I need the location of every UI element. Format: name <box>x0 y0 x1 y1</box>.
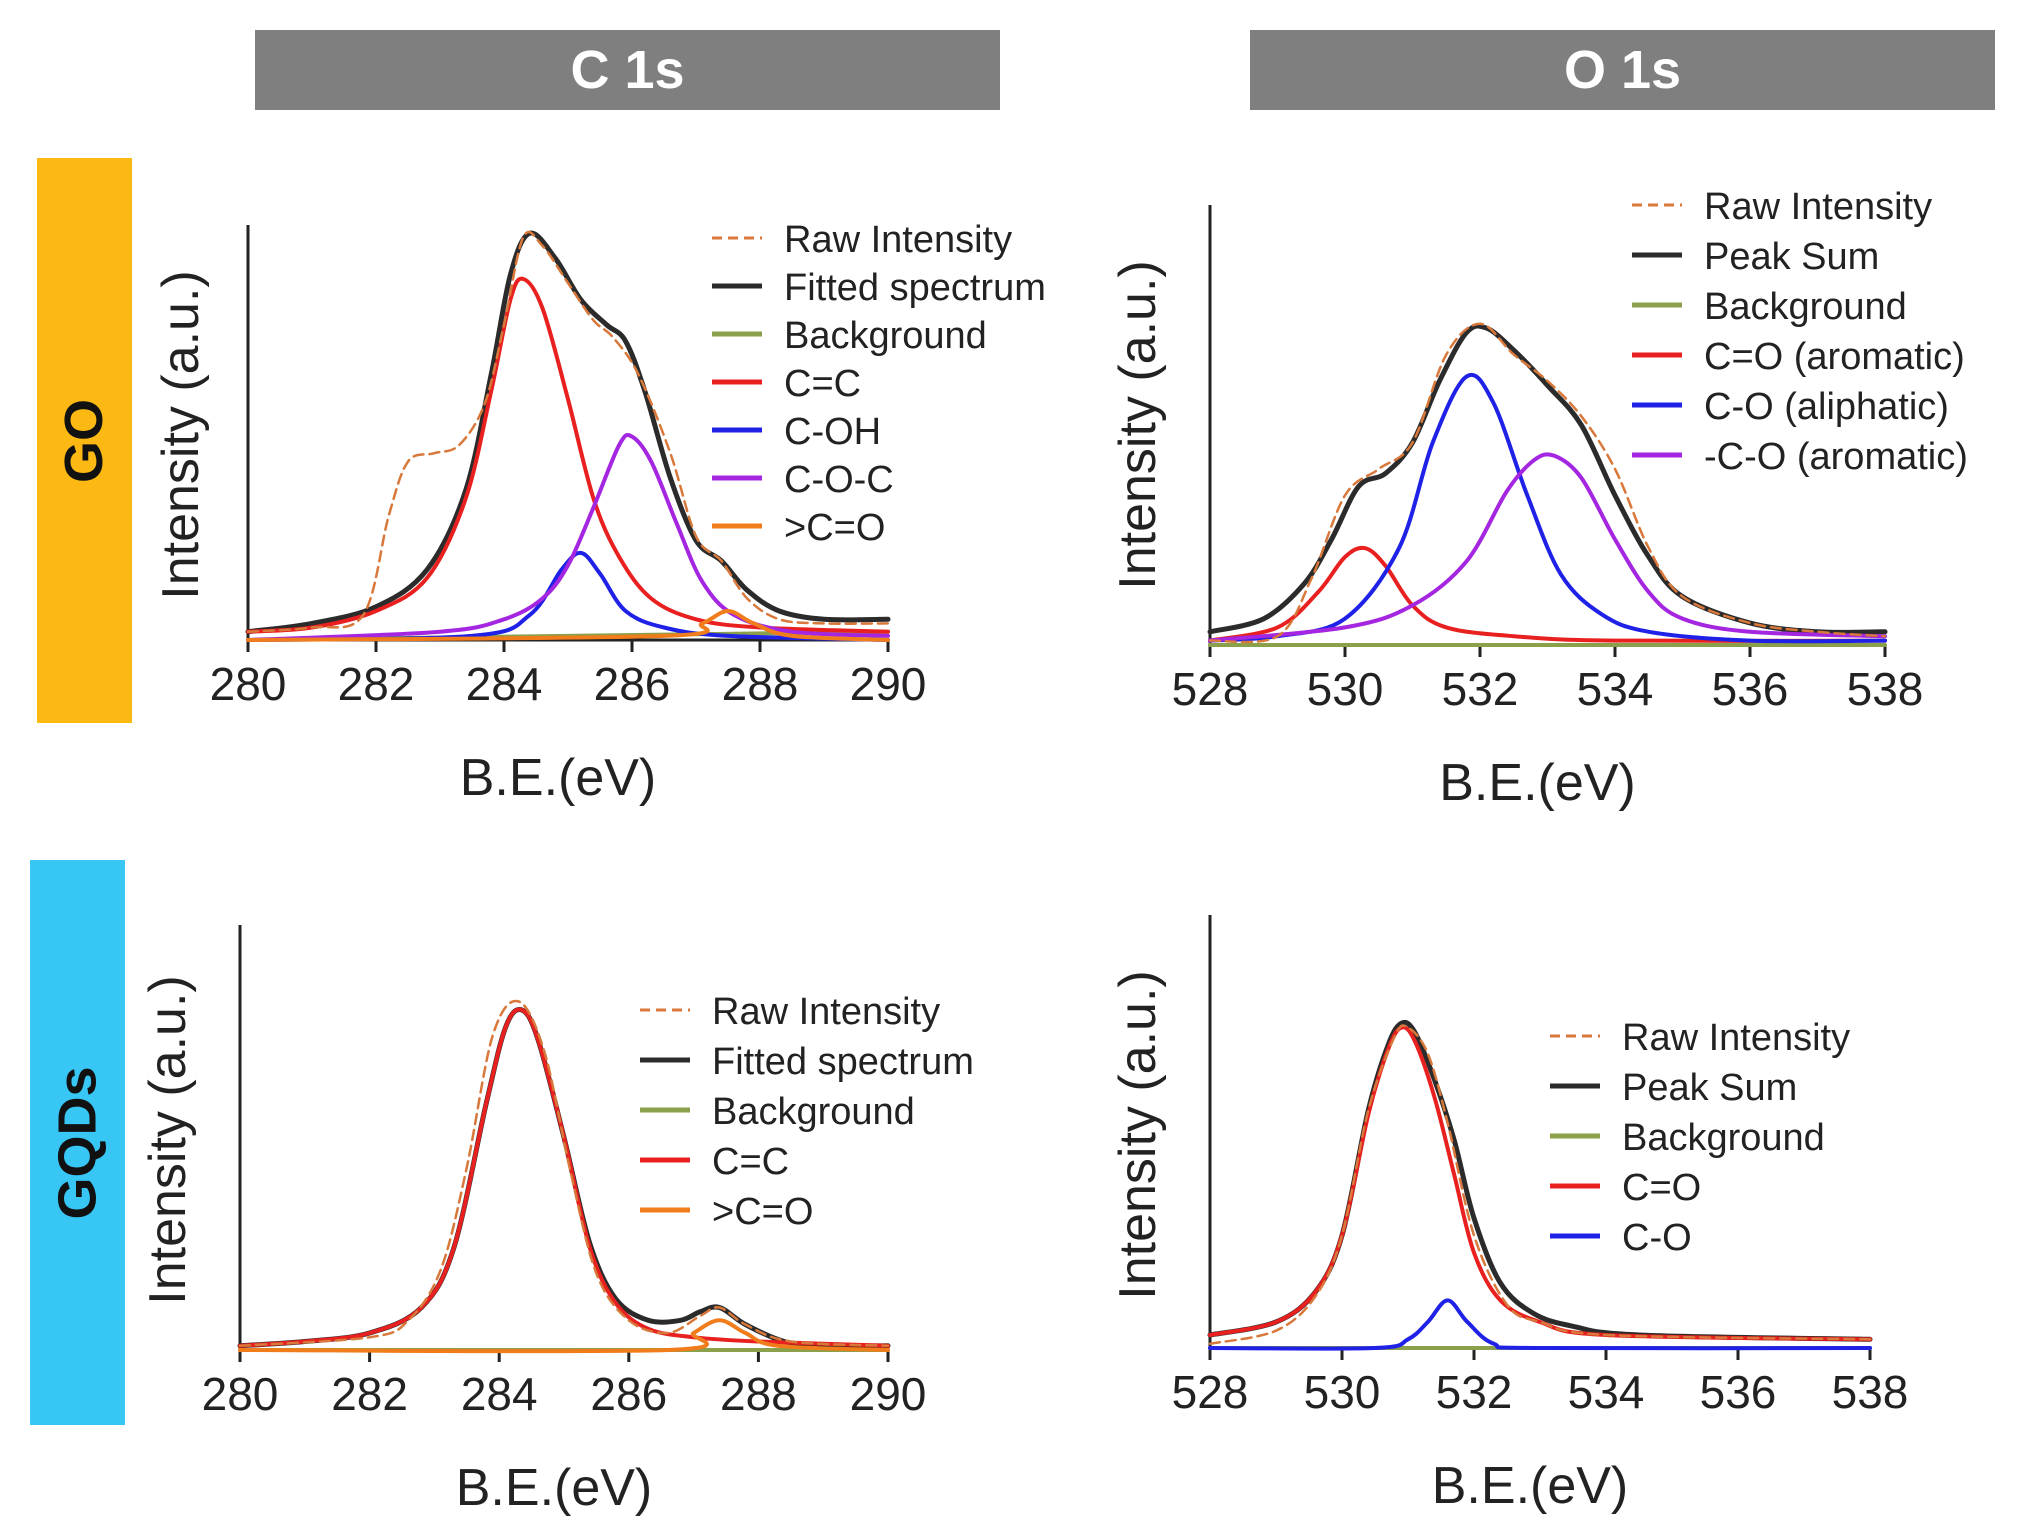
x-axis-label: B.E.(eV) <box>1432 1457 1629 1515</box>
x-tick-label: 280 <box>202 1368 279 1420</box>
x-tick-label: 286 <box>594 658 671 710</box>
x-tick-label: 530 <box>1307 663 1384 715</box>
series-line-c-oh <box>246 550 890 642</box>
x-tick-label: 532 <box>1442 663 1519 715</box>
series-line-raw-intensity <box>238 999 890 1348</box>
legend-label: C=O <box>1622 1167 1701 1209</box>
legend-label: -C-O (aromatic) <box>1704 436 1968 478</box>
x-axis-label: B.E.(eV) <box>1439 754 1636 812</box>
series-line-c-o-aromatic <box>1208 545 1887 643</box>
legend-label: C=C <box>784 363 861 405</box>
legend-label: Raw Intensity <box>784 219 1012 261</box>
series-line-c-o-aliphatic <box>1208 373 1887 644</box>
x-tick-label: 532 <box>1436 1366 1513 1418</box>
legend-label: Fitted spectrum <box>784 267 1046 309</box>
x-tick-label: 282 <box>331 1368 408 1420</box>
x-tick-label: 284 <box>461 1368 538 1420</box>
x-tick-label: 286 <box>590 1368 667 1420</box>
x-tick-label: 528 <box>1172 1366 1249 1418</box>
legend-label: Raw Intensity <box>1704 186 1932 228</box>
x-tick-label: 534 <box>1568 1366 1645 1418</box>
x-tick-label: 290 <box>850 1368 927 1420</box>
series-line-c-o-aromatic <box>1208 452 1887 643</box>
column-header-o1s: O 1s <box>1250 30 1995 110</box>
series-line-c-c <box>246 276 890 634</box>
x-axis-label: B.E.(eV) <box>456 1459 653 1517</box>
legend-label: Background <box>1622 1117 1825 1159</box>
x-tick-label: 290 <box>850 658 927 710</box>
legend-label: >C=O <box>784 507 885 549</box>
y-axis-label: Intensity (a.u.) <box>1109 260 1167 589</box>
x-axis-label: B.E.(eV) <box>460 749 657 807</box>
y-axis-label: Intensity (a.u.) <box>152 270 210 599</box>
legend-label: C-O (aliphatic) <box>1704 386 1949 428</box>
x-tick-label: 536 <box>1712 663 1789 715</box>
legend-label: C=O (aromatic) <box>1704 336 1965 378</box>
legend-label: C-OH <box>784 411 881 453</box>
x-tick-label: 288 <box>722 658 799 710</box>
legend-label: Fitted spectrum <box>712 1041 974 1083</box>
x-tick-label: 284 <box>466 658 543 710</box>
row-label-gqds: GQDs <box>30 860 125 1425</box>
legend-label: Background <box>784 315 987 357</box>
x-tick-label: 534 <box>1577 663 1654 715</box>
legend-label: Peak Sum <box>1704 236 1879 278</box>
series-line-c-o <box>238 1318 890 1354</box>
y-axis-label: Intensity (a.u.) <box>1109 970 1167 1299</box>
legend-label: C-O <box>1622 1217 1692 1259</box>
column-header-c1s: C 1s <box>255 30 1000 110</box>
row-label-go: GO <box>37 158 132 723</box>
legend-label: Background <box>1704 286 1907 328</box>
series-line-raw-intensity <box>1208 322 1887 644</box>
series-line-fitted-spectrum <box>245 230 891 635</box>
legend-label: C=C <box>712 1141 789 1183</box>
legend-label: Raw Intensity <box>1622 1017 1850 1059</box>
series-line-c-o <box>246 609 890 642</box>
x-tick-label: 536 <box>1700 1366 1777 1418</box>
series-line-c-o <box>1208 1298 1872 1351</box>
legend-label: Background <box>712 1091 915 1133</box>
x-tick-label: 288 <box>720 1368 797 1420</box>
legend-label: C-O-C <box>784 459 894 501</box>
x-tick-label: 530 <box>1304 1366 1381 1418</box>
legend-label: Peak Sum <box>1622 1067 1797 1109</box>
series-line-c-c <box>238 1007 890 1348</box>
x-tick-label: 528 <box>1172 663 1249 715</box>
x-tick-label: 538 <box>1832 1366 1909 1418</box>
legend-label: Raw Intensity <box>712 991 940 1033</box>
x-tick-label: 538 <box>1847 663 1924 715</box>
legend-label: >C=O <box>712 1191 813 1233</box>
x-tick-label: 282 <box>338 658 415 710</box>
x-tick-label: 280 <box>210 658 287 710</box>
y-axis-label: Intensity (a.u.) <box>139 975 197 1304</box>
series-line-raw-intensity <box>246 230 890 633</box>
